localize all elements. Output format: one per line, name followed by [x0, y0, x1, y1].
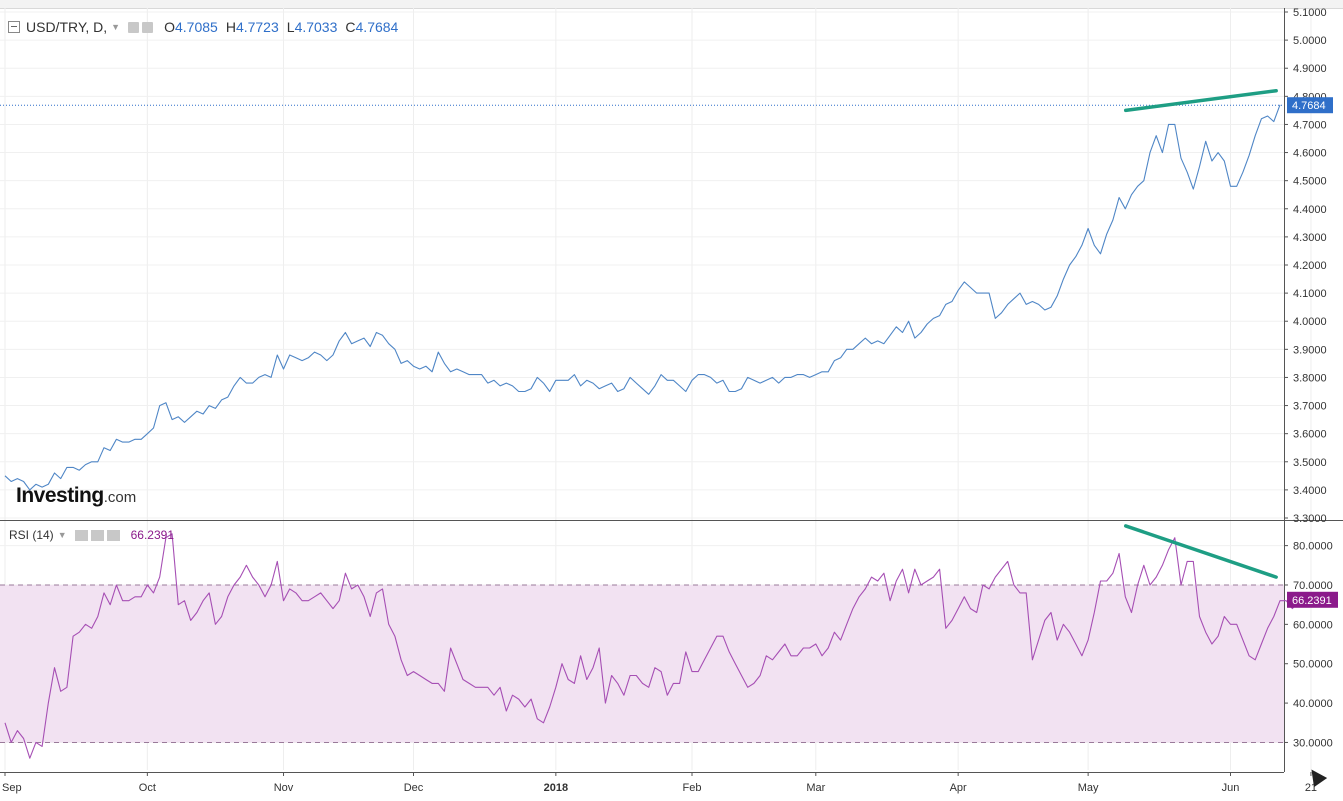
last-price-badge — [1287, 97, 1333, 114]
price-axis-label: 5.1000 — [1293, 7, 1327, 19]
settings-icon[interactable] — [90, 529, 104, 541]
price-axis-label: 3.8000 — [1293, 372, 1327, 384]
time-axis-label: Dec — [404, 782, 424, 794]
price-axis-label: 3.5000 — [1293, 457, 1327, 469]
price-axis-label: 4.4000 — [1293, 204, 1327, 216]
price-axis-label: 3.3000 — [1293, 513, 1327, 525]
rsi-axis-label: 70.0000 — [1293, 580, 1333, 592]
rsi-last-value-label: 66.2391 — [1292, 595, 1332, 607]
rsi-legend: RSI (14) ▼ 66.2391 — [9, 528, 174, 542]
price-series-line — [4, 104, 1281, 491]
time-axis-label: Jun — [1222, 782, 1240, 794]
price-axis-label: 3.4000 — [1293, 485, 1327, 497]
rsi-axis-label: 60.0000 — [1293, 619, 1333, 631]
rsi-band — [0, 584, 1284, 743]
high-label: H — [225, 19, 236, 35]
price-axis-label: 4.3000 — [1293, 232, 1327, 244]
top-toolbar-strip — [0, 0, 1343, 9]
price-axis-label: 4.1000 — [1293, 288, 1327, 300]
rsi-axis-label: 50.0000 — [1293, 659, 1333, 671]
close-value: 4.7684 — [355, 19, 399, 35]
time-axis-label: Feb — [683, 782, 702, 794]
time-axis-label: Nov — [274, 782, 294, 794]
price-axis-label: 3.7000 — [1293, 401, 1327, 413]
time-axis-label: 21 — [1305, 782, 1317, 794]
rsi-value: 66.2391 — [130, 528, 174, 542]
rsi-label[interactable]: RSI (14) — [9, 528, 54, 542]
rsi-series-line — [4, 533, 1300, 759]
investing-logo: Investing.com — [16, 484, 136, 508]
price-axis-label: 4.6000 — [1293, 148, 1327, 160]
low-value: 4.7033 — [294, 19, 338, 35]
close-icon[interactable] — [106, 529, 120, 541]
time-axis-label: Sep — [2, 782, 22, 794]
close-label: C — [345, 19, 356, 35]
price-axis-label: 4.0000 — [1293, 316, 1327, 328]
logo-suffix: .com — [103, 489, 137, 506]
collapse-icon[interactable] — [8, 21, 20, 33]
time-axis-label: Apr — [950, 782, 967, 794]
price-axis-label: 5.0000 — [1293, 35, 1327, 47]
symbol-label[interactable]: USD/TRY, D, — [26, 19, 108, 35]
visibility-icon[interactable] — [74, 529, 88, 541]
chevron-down-icon[interactable]: ▼ — [57, 530, 67, 540]
time-axis-label: Mar — [806, 782, 825, 794]
open-label: O — [164, 19, 175, 35]
rsi-axis-label: 80.0000 — [1293, 541, 1333, 553]
visibility-icon[interactable] — [128, 21, 140, 33]
logo-text: Investing — [16, 484, 104, 507]
last-price-label: 4.7684 — [1292, 100, 1326, 112]
time-axis-label: May — [1078, 782, 1099, 794]
rsi-last-value-badge — [1287, 591, 1338, 608]
price-legend: USD/TRY, D, ▼ O 4.7085 H 4.7723 L 4.7033… — [8, 19, 398, 35]
price-axis-label: 3.9000 — [1293, 344, 1327, 356]
rsi-axis-label: 40.0000 — [1293, 698, 1333, 710]
time-axis-label: 2018 — [544, 782, 568, 794]
open-value: 4.7085 — [174, 19, 218, 35]
price-axis-label: 4.2000 — [1293, 260, 1327, 272]
rsi-axis-label: 30.0000 — [1293, 737, 1333, 749]
high-value: 4.7723 — [235, 19, 279, 35]
low-label: L — [286, 19, 295, 35]
price-axis-label: 4.9000 — [1293, 63, 1327, 75]
rsi-trendline-annotation — [1123, 524, 1278, 579]
price-axis-label: 4.7000 — [1293, 119, 1327, 131]
price-axis-label: 4.5000 — [1293, 176, 1327, 188]
price-trendline-annotation — [1123, 88, 1278, 113]
settings-icon[interactable] — [142, 21, 154, 33]
time-axis-label: Oct — [139, 782, 156, 794]
chevron-down-icon[interactable]: ▼ — [111, 22, 121, 32]
price-axis-label: 3.6000 — [1293, 429, 1327, 441]
